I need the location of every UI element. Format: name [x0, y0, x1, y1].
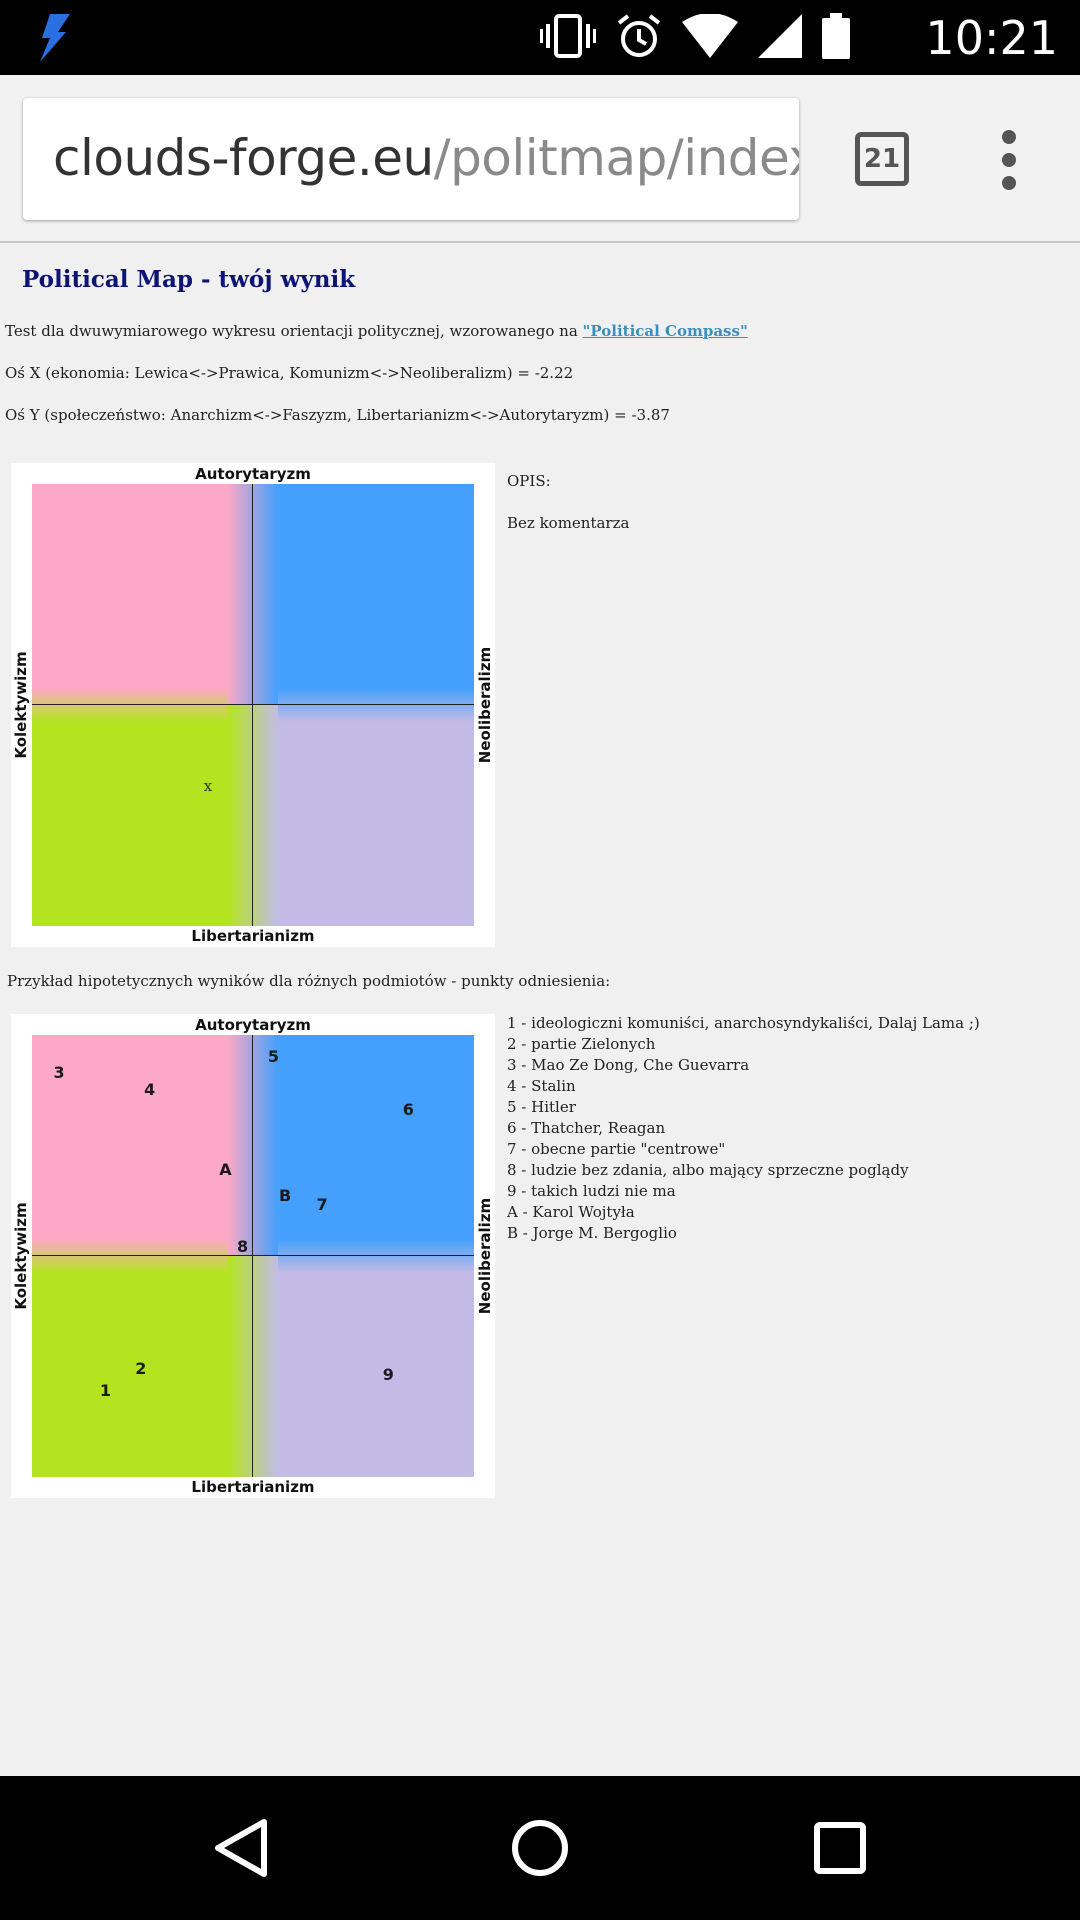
- quadrant-blend: [228, 1256, 278, 1477]
- url-text[interactable]: clouds-forge.eu/politmap/index: [53, 126, 799, 190]
- quadrant-blend: [228, 484, 278, 705]
- right-axis-label: Neoliberalizm: [476, 646, 494, 764]
- legend-item: 5 - Hitler: [507, 1098, 576, 1116]
- result-compass-chart: Autorytaryzm x Kolektywizm Neoliberalizm…: [11, 463, 495, 947]
- examples-heading: Przykład hipotetycznych wyników dla różn…: [7, 972, 611, 990]
- address-bar[interactable]: clouds-forge.eu/politmap/index: [23, 98, 799, 220]
- y-axis-result: Oś Y (społeczeństwo: Anarchizm<->Faszyzm…: [5, 406, 670, 424]
- navigation-bar: [0, 1776, 1080, 1920]
- quadrant-blend: [32, 688, 228, 722]
- vibrate-icon: [540, 14, 596, 62]
- home-icon[interactable]: [504, 1812, 576, 1884]
- flash-icon: [40, 14, 70, 62]
- quadrant-blend: [278, 688, 474, 722]
- opis-label: OPIS:: [507, 472, 551, 490]
- chart-point-4: 4: [144, 1080, 156, 1100]
- quadrant-blend: [278, 1239, 474, 1273]
- intro-text: Test dla dwuwymiarowego wykresu orientac…: [5, 322, 583, 340]
- battery-icon: [822, 13, 850, 63]
- political-compass-link[interactable]: "Political Compass": [582, 322, 748, 340]
- legend-item: 2 - partie Zielonych: [507, 1035, 656, 1053]
- quadrant-bottom-right: [253, 1256, 474, 1477]
- clock: 10:21: [925, 11, 1058, 65]
- quadrant-top-left: [32, 1035, 253, 1256]
- intro-paragraph: Test dla dwuwymiarowego wykresu orientac…: [5, 321, 748, 341]
- chart-point-8: 8: [236, 1237, 249, 1257]
- horizontal-axis: [32, 1255, 474, 1256]
- chart-point-7: 7: [316, 1195, 328, 1215]
- back-icon[interactable]: [204, 1812, 276, 1884]
- quadrant-bottom-left: [32, 705, 253, 926]
- chart-point-9: 9: [382, 1365, 394, 1385]
- legend-item: 9 - takich ludzi nie ma: [507, 1182, 676, 1200]
- legend-item: 7 - obecne partie "centrowe": [507, 1140, 726, 1158]
- legend-item: 8 - ludzie bez zdania, albo mający sprze…: [507, 1161, 909, 1179]
- quadrant-bottom-left: [32, 1256, 253, 1477]
- bottom-axis-label: Libertarianizm: [191, 927, 315, 945]
- menu-dot-icon: [1002, 130, 1016, 144]
- web-page: Political Map - twój wynik Test dla dwuw…: [0, 245, 1080, 1775]
- signal-icon: [758, 14, 802, 62]
- top-axis-label: Autorytaryzm: [195, 1016, 311, 1034]
- chart-point-A: A: [219, 1159, 232, 1179]
- chart-point-3: 3: [53, 1062, 65, 1082]
- quadrant-top-right: [253, 484, 474, 705]
- x-axis-result: Oś X (ekonomia: Lewica<->Prawica, Komuni…: [5, 364, 574, 382]
- vertical-axis: [252, 1035, 253, 1477]
- status-bar: 10:21: [0, 0, 1080, 75]
- opis-text: Bez komentarza: [507, 514, 630, 532]
- quadrant-top-right: [253, 1035, 474, 1256]
- legend-item: A - Karol Wojtyła: [507, 1203, 635, 1221]
- right-axis-label: Neoliberalizm: [476, 1197, 494, 1315]
- recents-icon[interactable]: [804, 1812, 876, 1884]
- left-axis-label: Kolektywizm: [12, 651, 30, 759]
- chart-point-2: 2: [135, 1358, 147, 1378]
- url-host: clouds-forge.eu: [53, 129, 434, 187]
- alarm-icon: [616, 13, 662, 63]
- compass-field: x: [32, 484, 474, 926]
- menu-dot-icon: [1002, 176, 1016, 190]
- browser-toolbar: clouds-forge.eu/politmap/index 21: [0, 75, 1080, 243]
- bottom-axis-label: Libertarianizm: [191, 1478, 315, 1496]
- quadrant-blend: [228, 705, 278, 926]
- chart-point-B: B: [278, 1186, 292, 1206]
- chart-point-x: x: [203, 776, 213, 795]
- chart-point-6: 6: [402, 1100, 414, 1120]
- url-path: /politmap/index: [433, 129, 799, 187]
- vertical-axis: [252, 484, 253, 926]
- legend-item: 6 - Thatcher, Reagan: [507, 1119, 666, 1137]
- horizontal-axis: [32, 704, 474, 705]
- quadrant-blend: [228, 1035, 278, 1256]
- legend-item: 4 - Stalin: [507, 1077, 576, 1095]
- status-icons: [540, 13, 850, 63]
- wifi-icon: [682, 13, 738, 62]
- legend-item: B - Jorge M. Bergoglio: [507, 1224, 677, 1242]
- legend-item: 1 - ideologiczni komuniści, anarchosyndy…: [507, 1014, 980, 1032]
- chart-point-5: 5: [267, 1047, 280, 1067]
- compass-field: 3 4 5 6 A B 7 8 2 1 9: [32, 1035, 474, 1477]
- reference-compass-chart: Autorytaryzm 3 4 5 6 A B 7 8 2 1 9 Kolektywizm Neo…: [11, 1014, 495, 1498]
- chart-point-1: 1: [99, 1380, 112, 1400]
- left-axis-label: Kolektywizm: [12, 1202, 30, 1310]
- quadrant-bottom-right: [253, 705, 474, 926]
- menu-dot-icon: [1002, 153, 1016, 167]
- tab-switcher-button[interactable]: 21: [855, 132, 909, 186]
- top-axis-label: Autorytaryzm: [195, 465, 311, 483]
- quadrant-blend: [32, 1239, 228, 1273]
- more-options-button[interactable]: [995, 130, 1025, 190]
- quadrant-top-left: [32, 484, 253, 705]
- legend-item: 3 - Mao Ze Dong, Che Guevarra: [507, 1056, 750, 1074]
- page-title: Political Map - twój wynik: [22, 266, 356, 293]
